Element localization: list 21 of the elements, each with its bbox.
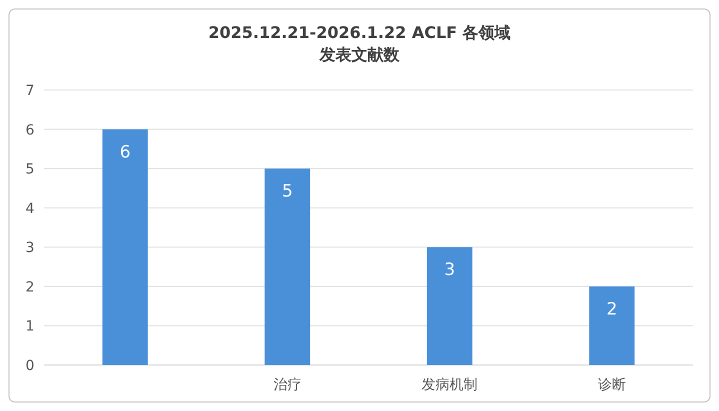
data-label: 6 [120, 142, 131, 162]
y-tick-label: 5 [26, 162, 34, 178]
data-label: 5 [282, 182, 293, 202]
bar [426, 247, 472, 365]
y-tick-label: 1 [26, 318, 34, 335]
x-tick-label: 诊断 [598, 377, 626, 393]
bar [589, 286, 635, 365]
data-label: 2 [606, 299, 618, 320]
chart-subtitle: 发表文献数 [318, 45, 400, 64]
x-tick-label: 治疗 [273, 377, 302, 393]
x-tick-label: 发病机制 [422, 377, 478, 393]
y-tick-label: 0 [26, 358, 34, 374]
y-tick-label: 7 [26, 83, 34, 99]
y-tick-label: 6 [26, 122, 35, 138]
y-tick-label: 4 [26, 200, 35, 217]
bar [102, 129, 148, 365]
data-label: 3 [444, 260, 456, 280]
bar [264, 168, 310, 365]
y-tick-label: 3 [26, 240, 34, 256]
chart-title: 2025.12.21-2026.1.22 ACLF 各领域 [208, 23, 511, 42]
y-tick-label: 2 [26, 279, 34, 296]
